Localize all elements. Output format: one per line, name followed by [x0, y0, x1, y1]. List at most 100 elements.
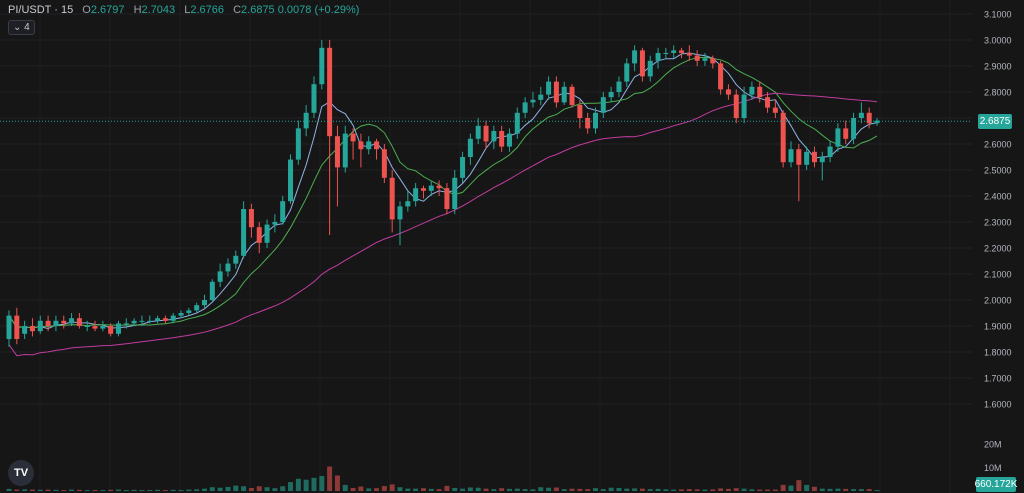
- candle-body: [389, 177, 395, 220]
- candle-body: [858, 112, 864, 118]
- volume-bar: [874, 490, 880, 492]
- price-tick-label: 1.9000: [984, 322, 1012, 332]
- price-tick-label: 1.7000: [984, 374, 1012, 384]
- candle-body: [53, 320, 59, 326]
- candle-body: [514, 112, 520, 134]
- volume-bar: [334, 475, 340, 491]
- candle-body: [491, 131, 497, 142]
- volume-bar: [311, 477, 317, 491]
- volume-bar: [780, 484, 786, 491]
- candle-body: [718, 63, 724, 90]
- price-tick-label: 2.6000: [984, 140, 1012, 150]
- candle-body: [804, 151, 810, 165]
- volume-bar: [319, 475, 325, 491]
- candle-body: [702, 58, 708, 61]
- volume-bar: [115, 489, 121, 491]
- volume-tick-label: 10M: [984, 463, 1002, 473]
- volume-bar: [804, 484, 810, 491]
- candle-body: [585, 118, 591, 129]
- ma-slow-line: [8, 92, 878, 357]
- candle-body: [374, 141, 380, 150]
- low-value: 2.6766: [190, 4, 225, 16]
- volume-bar: [866, 489, 872, 491]
- candle-body: [679, 50, 685, 53]
- indicator-count: 4: [24, 22, 30, 33]
- candle-body: [162, 318, 168, 321]
- candle-body: [272, 222, 278, 225]
- volume-bar: [858, 489, 864, 491]
- candle-body: [256, 227, 262, 243]
- volume-bar: [569, 488, 575, 491]
- candle-body: [835, 128, 841, 147]
- volume-bar: [827, 488, 833, 491]
- price-tick-label: 3.0000: [984, 36, 1012, 46]
- volume-bar: [686, 489, 692, 491]
- candle-body: [217, 271, 223, 282]
- volume-bar: [202, 488, 207, 491]
- candles: [6, 40, 880, 347]
- indicators-toggle[interactable]: ⌄ 4: [8, 20, 35, 35]
- volume-bar: [639, 488, 645, 491]
- volume-bar: [162, 490, 168, 492]
- volume-bar: [217, 487, 223, 491]
- candle-body: [178, 313, 184, 316]
- candle-body: [577, 105, 583, 118]
- candle-body: [608, 92, 614, 98]
- candle-body: [827, 146, 833, 157]
- volume-bar: [796, 480, 802, 491]
- ma-fast-line: [8, 52, 878, 330]
- candle-body: [632, 50, 638, 64]
- volume-bar: [389, 484, 395, 491]
- volume-bar: [342, 484, 348, 491]
- volume-bar: [178, 490, 184, 492]
- volume-bar: [679, 489, 685, 491]
- candle-body: [280, 201, 286, 222]
- volume-bar: [366, 488, 372, 491]
- candle-body: [733, 94, 739, 118]
- candle-body: [741, 94, 747, 118]
- candle-body: [209, 281, 215, 300]
- candle-body: [342, 133, 348, 168]
- candle-body: [467, 138, 473, 157]
- candle-body: [358, 141, 364, 150]
- volume-bar: [381, 486, 387, 491]
- volume-bar: [69, 489, 75, 491]
- volume-bar: [671, 489, 677, 491]
- candle-body: [561, 86, 567, 103]
- candle-body: [202, 300, 207, 306]
- candle-body: [866, 112, 872, 124]
- candle-body: [170, 315, 176, 321]
- candle-body: [420, 188, 426, 191]
- symbol-title[interactable]: PI/USDT · 15: [8, 4, 74, 16]
- volume-bar: [256, 486, 262, 491]
- volume-bar: [350, 487, 356, 491]
- low-label: L: [184, 4, 191, 16]
- candle-body: [319, 47, 325, 85]
- price-tick-label: 2.9000: [984, 62, 1012, 72]
- candle-body: [295, 128, 301, 160]
- price-tick-label: 2.1000: [984, 270, 1012, 280]
- candle-body: [288, 159, 294, 202]
- tradingview-logo[interactable]: TV: [8, 460, 34, 486]
- price-tick-label: 2.8000: [984, 88, 1012, 98]
- high-label: H: [133, 4, 142, 16]
- candle-body: [460, 157, 466, 178]
- candle-body: [115, 323, 121, 334]
- volume-bar: [264, 487, 270, 491]
- candle-body: [327, 47, 333, 137]
- candle-body: [874, 120, 880, 124]
- candle-body: [639, 50, 645, 77]
- candle-body: [84, 326, 90, 327]
- moving-averages: [8, 52, 878, 357]
- volume-bar: [577, 488, 583, 491]
- chevron-down-icon: ⌄: [13, 22, 22, 33]
- volume-bar: [428, 488, 434, 491]
- volume-bar: [413, 488, 419, 491]
- candle-body: [819, 157, 825, 163]
- volume-bar: [397, 487, 403, 491]
- candle-body: [366, 141, 372, 150]
- volume-bar: [624, 488, 630, 491]
- volume-bar: [131, 489, 137, 491]
- volume-bar: [53, 489, 59, 491]
